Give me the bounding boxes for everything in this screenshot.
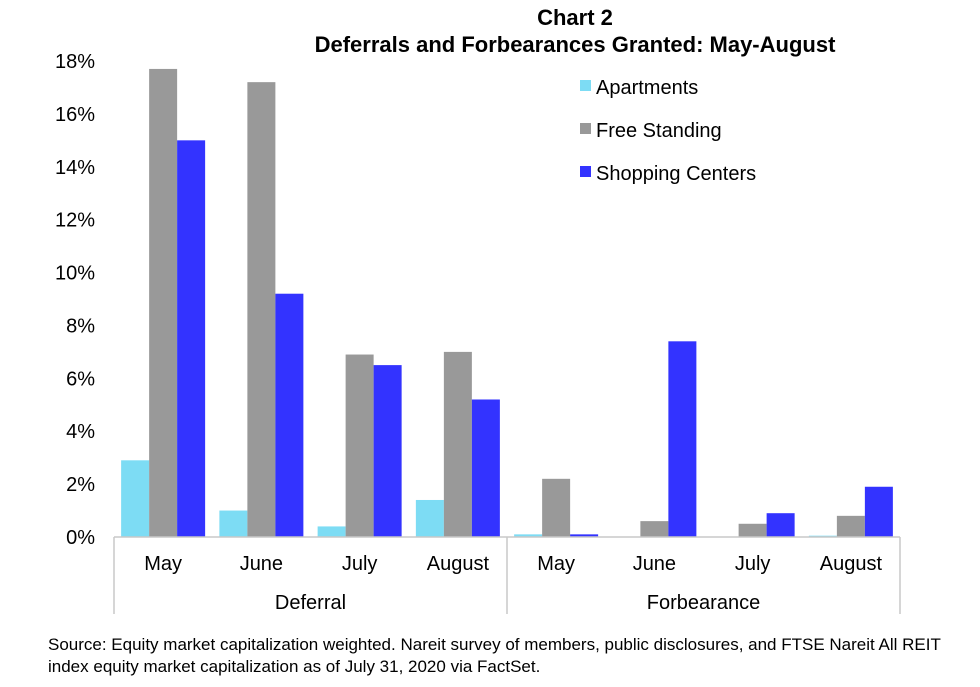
chart-subtitle: Deferrals and Forbearances Granted: May-…	[314, 32, 836, 57]
y-tick-label: 2%	[66, 474, 95, 496]
legend-swatch	[580, 80, 591, 91]
bar	[275, 293, 304, 537]
x-tick-label: May	[144, 553, 182, 575]
group-label: Deferral	[275, 592, 346, 614]
legend-swatch	[580, 123, 591, 134]
y-tick-label: 12%	[55, 210, 95, 232]
x-tick-label: July	[342, 553, 378, 575]
chart-title: Chart 2	[537, 5, 613, 30]
bar	[317, 526, 346, 537]
y-tick-label: 6%	[66, 368, 95, 390]
bar	[373, 365, 402, 537]
bar	[766, 513, 795, 537]
legend-label: Apartments	[596, 77, 698, 99]
bar	[514, 534, 543, 537]
bar	[640, 521, 669, 537]
legend-swatch	[580, 166, 591, 177]
y-tick-label: 14%	[55, 157, 95, 179]
bar	[345, 354, 374, 537]
source-note: Source: Equity market capitalization wei…	[48, 635, 941, 676]
y-tick-label: 4%	[66, 421, 95, 443]
bar	[471, 399, 500, 537]
x-tick-label: July	[735, 553, 771, 575]
y-tick-label: 18%	[55, 51, 95, 73]
y-tick-label: 16%	[55, 104, 95, 126]
bar	[415, 499, 444, 537]
bar	[570, 534, 599, 537]
x-tick-label: June	[633, 553, 676, 575]
bar	[149, 68, 178, 537]
bar-chart: 0% 2% 4% 6% 8% 10% 12% 14% 16% 18% May June July Augu…	[55, 51, 901, 614]
bar	[738, 523, 767, 537]
legend-label: Free Standing	[596, 120, 722, 142]
x-tick-label: August	[820, 553, 883, 575]
group-label: Forbearance	[647, 592, 760, 614]
legend-label: Shopping Centers	[596, 163, 756, 185]
y-tick-label: 0%	[66, 527, 95, 549]
bar	[121, 460, 150, 537]
bar	[443, 351, 472, 537]
bar	[219, 510, 248, 537]
y-tick-label: 8%	[66, 315, 95, 337]
x-tick-label: May	[537, 553, 575, 575]
bar	[668, 341, 697, 537]
bar	[247, 82, 276, 538]
bar	[542, 478, 571, 537]
bar	[177, 140, 206, 538]
bar	[864, 486, 893, 537]
bar	[836, 515, 865, 537]
x-tick-label: August	[427, 553, 490, 575]
y-tick-label: 10%	[55, 263, 95, 285]
x-tick-label: June	[240, 553, 283, 575]
